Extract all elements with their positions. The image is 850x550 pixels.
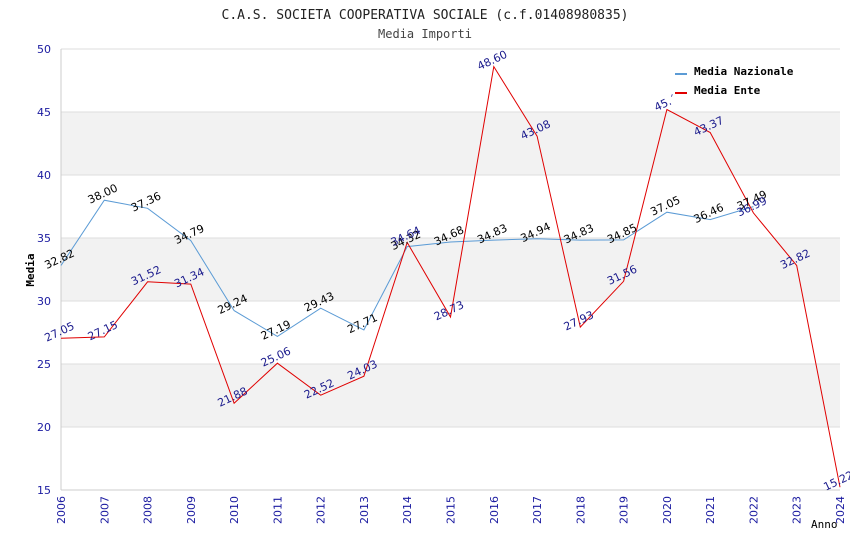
y-tick-labels: 15 20 25 30 35 40 45 50 xyxy=(37,43,51,497)
x-tick-2015: 2015 xyxy=(445,496,458,524)
x-tick-2010: 2010 xyxy=(228,496,241,524)
x-tick-2017: 2017 xyxy=(531,496,544,524)
x-tick-2020: 2020 xyxy=(661,496,674,524)
x-tick-2024: 2024 xyxy=(834,496,847,524)
data-label-media-nazionale-2013: 27.71 xyxy=(345,311,379,336)
x-tick-2012: 2012 xyxy=(315,496,328,524)
data-label-media-nazionale-2020: 37.05 xyxy=(648,193,682,218)
y-axis-label: Media xyxy=(24,253,37,286)
x-tick-2006: 2006 xyxy=(55,496,68,524)
x-tick-2018: 2018 xyxy=(574,496,587,524)
x-tick-2014: 2014 xyxy=(401,496,414,524)
x-tick-2023: 2023 xyxy=(791,496,804,524)
chart-title: C.A.S. SOCIETA COOPERATIVA SOCIALE (c.f.… xyxy=(222,8,629,23)
x-tick-2013: 2013 xyxy=(358,496,371,524)
data-label-media-nazionale-2011: 27.19 xyxy=(259,318,293,343)
data-label-media-ente-2016: 48.60 xyxy=(475,48,509,73)
data-label-media-ente-2015: 28.73 xyxy=(432,298,466,323)
legend: Media Nazionale Media Ente xyxy=(675,65,794,97)
x-tick-2022: 2022 xyxy=(747,496,760,524)
x-tick-2007: 2007 xyxy=(98,496,111,524)
x-tick-2011: 2011 xyxy=(271,496,284,524)
data-label-media-ente-2007: 27.15 xyxy=(86,318,120,343)
plot-band xyxy=(61,364,840,427)
series-line-media-ente xyxy=(60,65,841,488)
x-tick-2008: 2008 xyxy=(142,496,155,524)
chart-subtitle: Media Importi xyxy=(378,27,472,41)
y-tick-20: 20 xyxy=(37,421,51,434)
plot-band xyxy=(61,112,840,175)
x-tick-labels: 2006 2007 2008 2009 2010 2011 2012 2013 2014 2015… xyxy=(55,496,847,524)
plot-band xyxy=(61,238,840,301)
y-tick-50: 50 xyxy=(37,43,51,56)
data-label-media-nazionale-2008: 37.36 xyxy=(129,190,163,215)
x-tick-2021: 2021 xyxy=(704,496,717,524)
y-tick-30: 30 xyxy=(37,295,51,308)
legend-label-media-nazionale: Media Nazionale xyxy=(694,65,794,78)
y-tick-40: 40 xyxy=(37,169,51,182)
plot-background xyxy=(61,112,840,427)
x-axis-label: Anno xyxy=(811,518,838,531)
y-tick-15: 15 xyxy=(37,484,51,497)
y-tick-35: 35 xyxy=(37,232,51,245)
series-line-media-nazionale xyxy=(60,199,754,337)
x-tick-2009: 2009 xyxy=(185,496,198,524)
data-label-media-ente-2018: 27.93 xyxy=(562,308,596,333)
data-label-media-ente-2020: 45.´ xyxy=(652,93,678,115)
y-tick-45: 45 xyxy=(37,106,51,119)
data-label-media-ente-2006: 27.05 xyxy=(42,319,76,344)
axes xyxy=(60,49,840,491)
x-tick-2019: 2019 xyxy=(618,496,631,524)
legend-label-media-ente: Media Ente xyxy=(694,84,761,97)
series-lines xyxy=(60,65,841,488)
data-label-media-nazionale-2021: 36.46 xyxy=(692,201,726,226)
y-tick-25: 25 xyxy=(37,358,51,371)
x-tick-2016: 2016 xyxy=(488,496,501,524)
